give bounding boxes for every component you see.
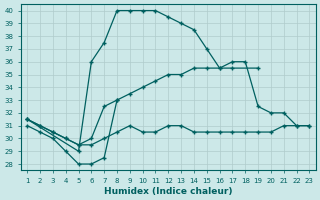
X-axis label: Humidex (Indice chaleur): Humidex (Indice chaleur) bbox=[104, 187, 233, 196]
